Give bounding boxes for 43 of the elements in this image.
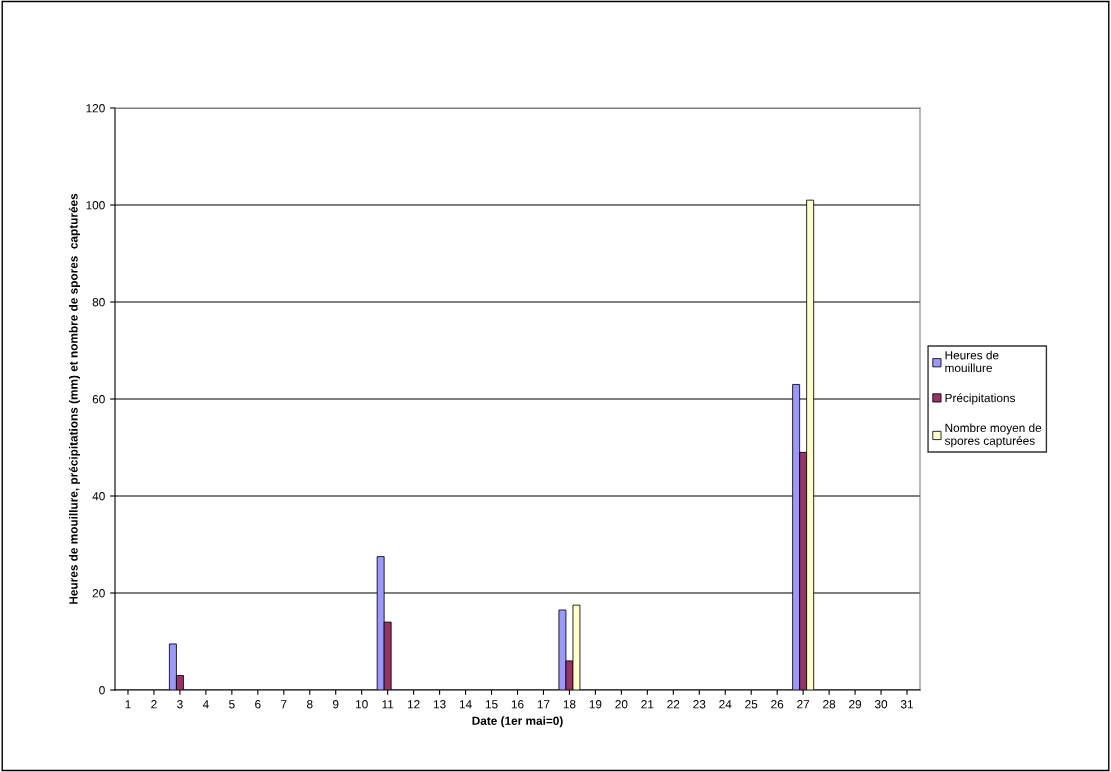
- y-tick-label: 80: [92, 298, 105, 307]
- legend-label: Heures de mouillure: [945, 350, 999, 373]
- x-tick-label: 4: [202, 700, 209, 709]
- y-tick-label: 60: [92, 395, 105, 404]
- x-tick-label: 28: [823, 700, 836, 709]
- x-tick-label: 2: [151, 700, 157, 709]
- x-tick-label: 19: [589, 700, 602, 709]
- y-tick-label: 120: [86, 104, 105, 113]
- x-tick-label: 31: [900, 700, 914, 709]
- x-tick-label: 3: [177, 700, 183, 709]
- y-tick-label: 40: [92, 492, 105, 501]
- x-tick-label: 20: [615, 700, 628, 709]
- x-tick-label: 25: [745, 700, 758, 709]
- x-tick-label: 10: [356, 700, 368, 709]
- y-tick-label: 20: [92, 589, 105, 598]
- x-tick-label: 12: [407, 700, 420, 709]
- x-tick-label: 13: [433, 700, 446, 709]
- x-tick-label: 11: [382, 700, 394, 709]
- x-tick-label: 7: [281, 700, 287, 709]
- x-tick-label: 16: [511, 700, 524, 709]
- y-tick-label: 100: [86, 201, 105, 210]
- x-tick-label: 21: [641, 700, 654, 709]
- x-tick-label: 18: [563, 700, 576, 709]
- x-tick-label: 6: [255, 700, 261, 709]
- x-tick-label: 27: [797, 700, 810, 709]
- y-axis-title: Heures de mouillure, précipitations (mm) et nombre de spores capturées: [68, 193, 81, 604]
- x-tick-label: 8: [306, 700, 313, 709]
- x-tick-label: 24: [719, 700, 732, 709]
- x-tick-label: 14: [459, 700, 472, 709]
- x-tick-label: 9: [333, 700, 339, 709]
- y-tick-label: 0: [99, 686, 105, 695]
- x-tick-label: 30: [874, 700, 888, 709]
- x-tick-label: 17: [537, 700, 550, 709]
- legend-label: Précipitations: [945, 393, 1016, 405]
- x-tick-label: 1: [125, 700, 131, 709]
- legend-label: Nombre moyen de spores capturées: [944, 423, 1042, 448]
- x-axis-title: Date (1er mai=0): [472, 716, 563, 728]
- x-tick-label: 29: [849, 700, 862, 709]
- x-tick-label: 23: [693, 700, 706, 709]
- x-tick-label: 26: [771, 700, 784, 709]
- x-tick-label: 22: [667, 700, 680, 709]
- x-tick-label: 15: [485, 700, 498, 709]
- x-tick-label: 5: [229, 700, 235, 709]
